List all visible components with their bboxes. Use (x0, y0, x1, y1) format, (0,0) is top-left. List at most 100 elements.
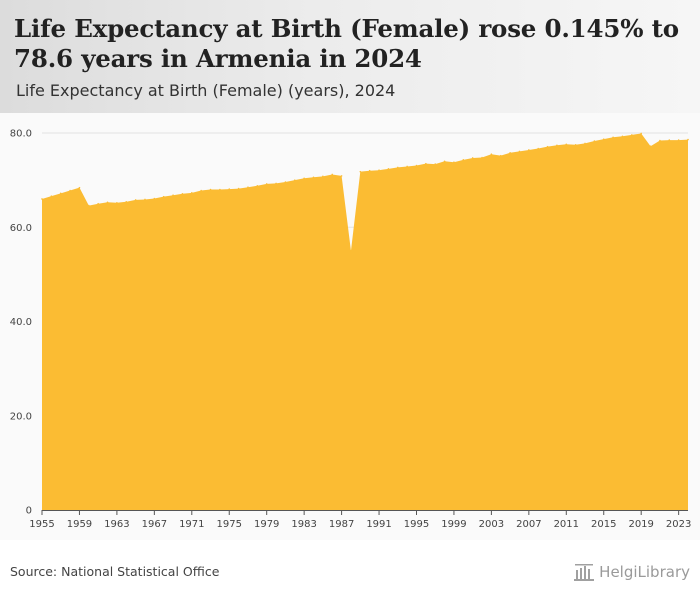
data-point: 2023: 78.5 (677, 139, 680, 141)
data-point: 1959: 68.4 (78, 186, 81, 189)
area-chart: 0 20.0 40.0 60.0 80.0 1955: 66 1956: 66.6 1957:… (10, 129, 692, 531)
data-point: 1995: 73.1 (415, 164, 418, 167)
data-point: 1984: 70.6 (312, 176, 315, 179)
data-point: 1969: 66.8 (172, 194, 174, 197)
x-tick-label: 1975 (217, 519, 242, 530)
data-point: 2012: 77.5 (574, 143, 577, 146)
x-tick-label: 2007 (516, 519, 541, 530)
data-point: 1999: 73.8 (453, 161, 455, 164)
data-point: 2015: 78.7 (602, 138, 605, 140)
data-point: 2007: 76.4 (528, 149, 530, 151)
y-tick-label: 40.0 (10, 317, 32, 328)
data-point: 2005: 75.8 (509, 151, 511, 154)
data-point: 2019: 79.9 (640, 132, 642, 135)
data-point: 1971: 67.3 (190, 192, 193, 194)
data-point: 1973: 68 (209, 188, 212, 191)
data-point: 1961: 65 (97, 202, 99, 205)
data-point: 1993: 72.7 (396, 166, 399, 169)
brand-name: HelgiLibrary (599, 563, 690, 581)
data-point: 1958: 67.8 (69, 189, 71, 192)
x-tick-label: 2019 (628, 519, 653, 530)
data-point: 1955: 66 (41, 198, 43, 200)
x-tick-label: 1983 (291, 519, 316, 530)
data-point: 1972: 67.8 (200, 189, 202, 192)
data-point: 1992: 72.4 (387, 168, 390, 170)
data-point: 1985: 70.8 (322, 175, 324, 178)
y-tick-label: 60.0 (10, 223, 32, 234)
data-point: 2014: 78.3 (593, 140, 596, 142)
data-area-series (42, 133, 688, 510)
y-tick-label: 0 (26, 506, 32, 517)
data-point: 1997: 73.4 (434, 163, 437, 165)
data-point: 2010: 77.4 (556, 144, 558, 147)
chart-subtitle: Life Expectancy at Birth (Female) (years… (16, 81, 396, 100)
data-point: 1970: 67.1 (181, 192, 184, 195)
y-tick-label: 80.0 (10, 129, 32, 140)
data-point: 1965: 65.8 (134, 199, 137, 201)
library-building-icon (573, 562, 595, 582)
data-point: 1981: 69.6 (284, 181, 287, 183)
x-tick-label: 1979 (254, 519, 279, 530)
data-point: 1986: 71.2 (331, 173, 334, 176)
data-point: 1991: 72.1 (378, 169, 380, 172)
x-tick-label: 1959 (67, 519, 92, 530)
data-point: 1976: 68.2 (237, 187, 240, 190)
x-tick-label: 2003 (479, 519, 504, 530)
data-point: 1956: 66.6 (50, 195, 53, 197)
data-point: 2003: 75.5 (490, 153, 493, 156)
x-tick-label: 1987 (329, 519, 354, 530)
data-point: 2021: 78.4 (659, 139, 661, 142)
data-point: 2018: 79.6 (631, 134, 633, 136)
data-point: 2011: 77.6 (565, 143, 568, 146)
data-point: 2017: 79.3 (621, 135, 624, 138)
data-point: 2008: 76.7 (537, 147, 540, 150)
data-point: 1968: 66.5 (162, 195, 165, 198)
data-point: 1957: 67.2 (59, 192, 62, 195)
data-point: 1989: 71.8 (359, 170, 362, 173)
data-point: 2024: 78.6 (687, 138, 689, 141)
data-point: 2020: 77.2 (649, 145, 652, 147)
data-point: 1964: 65.4 (125, 201, 128, 203)
data-point: 1978: 68.8 (256, 184, 259, 187)
chart-title: Life Expectancy at Birth (Female) rose 0… (14, 14, 679, 73)
header-band: Life Expectancy at Birth (Female) rose 0… (0, 0, 700, 113)
data-point: 2013: 77.8 (584, 142, 586, 145)
data-point: 1977: 68.5 (247, 186, 249, 188)
data-point: 1987: 70.9 (340, 175, 343, 177)
data-point: 1994: 72.9 (406, 165, 408, 168)
data-point: 1960: 64.6 (88, 204, 90, 207)
data-point: 1988: 55 (350, 250, 352, 252)
x-tick-label: 1991 (366, 519, 391, 530)
x-tick-label: 1955 (29, 519, 54, 530)
data-point: 1979: 69.2 (265, 183, 268, 185)
x-tick-label: 1967 (142, 519, 167, 530)
data-point: 2009: 77.1 (546, 145, 549, 148)
data-point: 1982: 70 (293, 179, 296, 181)
x-tick-label: 1963 (104, 519, 129, 530)
data-point: 2022: 78.5 (668, 139, 671, 141)
x-tick-label: 1999 (441, 519, 466, 530)
data-point: 1974: 68 (219, 188, 221, 191)
data-point: 1998: 74 (443, 160, 446, 163)
data-point: 1996: 73.5 (425, 162, 427, 165)
data-point: 2016: 79.1 (612, 136, 614, 139)
data-point: 1963: 65.2 (116, 201, 118, 204)
data-point: 1990: 72 (368, 169, 371, 172)
data-point: 1966: 65.9 (144, 198, 146, 201)
data-point: 1980: 69.3 (275, 182, 277, 185)
data-point: 2004: 75.2 (499, 154, 502, 157)
data-point: 1962: 65.3 (106, 201, 109, 204)
data-point: 1983: 70.4 (303, 177, 305, 180)
data-point: 2000: 74.3 (462, 159, 465, 161)
x-tick-label: 1995 (404, 519, 429, 530)
x-tick-label: 2015 (591, 519, 616, 530)
data-point: 2002: 74.8 (481, 156, 483, 159)
brand-logo[interactable]: HelgiLibrary (573, 560, 690, 584)
y-tick-label: 20.0 (10, 411, 32, 422)
x-tick-label: 2023 (666, 519, 691, 530)
data-point: 1975: 68.1 (228, 188, 231, 190)
data-point: 1967: 66.1 (153, 197, 156, 200)
data-point: 2001: 74.7 (471, 157, 474, 159)
source-note: Source: National Statistical Office (10, 564, 220, 579)
x-tick-label: 2011 (554, 519, 579, 530)
